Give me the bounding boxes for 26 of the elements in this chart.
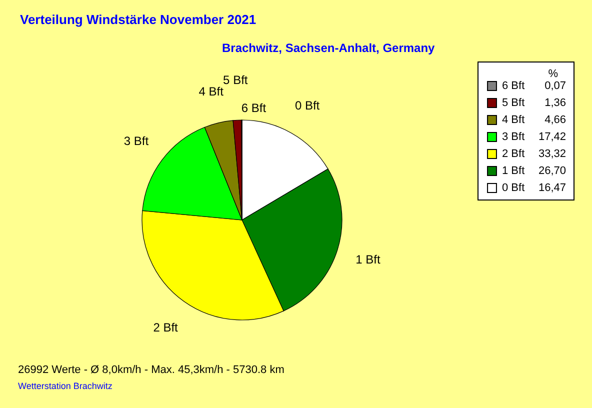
slice-label: 5 Bft [223,73,248,88]
data-label: 4,66 [544,114,566,126]
legend-title: % [548,68,558,80]
data-label: 16,47 [538,182,566,194]
slice-label: 1 Bft [356,252,381,266]
slice-label: 0 Bft [294,98,320,112]
data-label: 17,42 [538,131,566,143]
data-label: 1,36 [544,97,566,109]
text: 26992 Werte - Ø 8,0km/h - Max. 45,3km/h - 5730.8 km [18,364,284,376]
data-label: 33,32 [538,148,566,160]
text: Wetterstation Brachwitz [18,381,113,391]
slice-label: 4 Bft [198,84,224,99]
slice-label: 6 Bft [241,101,267,115]
data-label: 26,70 [538,165,566,177]
legend-label: 4 Bft [502,114,525,126]
legend-label: 6 Bft [502,80,525,92]
chart-subtitle: Brachwitz, Sachsen-Anhalt, Germany [222,41,436,55]
chart-title: Verteilung Windstärke November 2021 [20,12,256,27]
slice-label: 2 Bft [153,320,179,335]
legend-label: 1 Bft [502,165,525,177]
legend-label: 2 Bft [502,148,525,160]
data-label: 0,07 [544,80,566,92]
slice-label: 3 Bft [124,134,150,148]
legend-label: 5 Bft [502,97,525,109]
legend-label: 0 Bft [502,182,525,194]
legend-label: 3 Bft [502,131,525,143]
